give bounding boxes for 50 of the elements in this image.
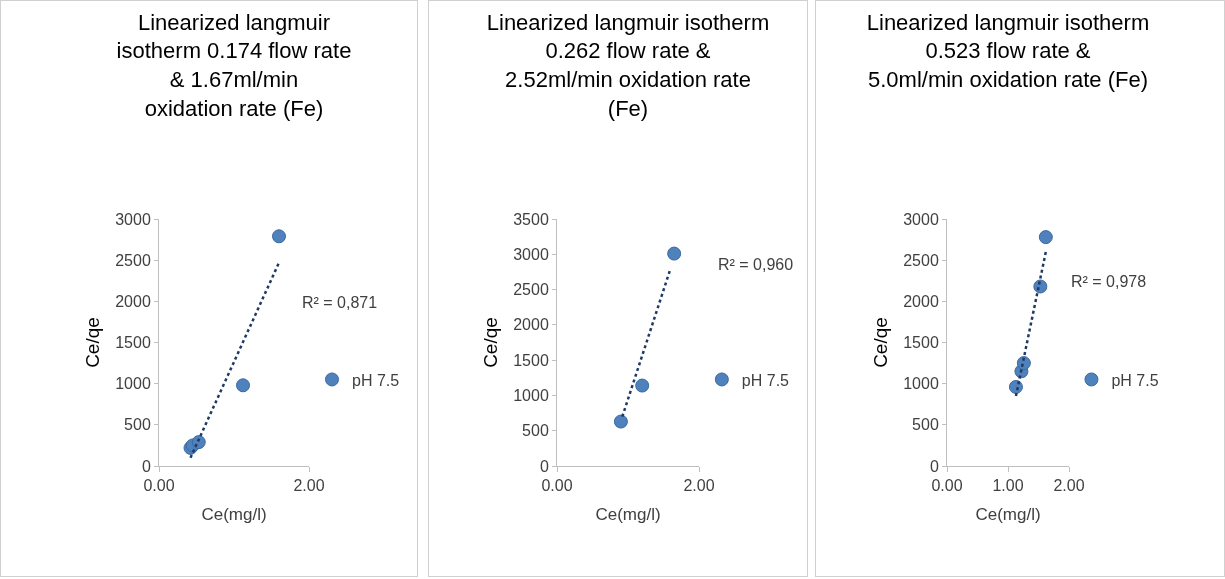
- y-tick-label: 1000: [115, 375, 151, 393]
- chart-title: Linearized langmuir isotherm 0.523 flow rate & 5.0ml/min oxidation rate (Fe): [866, 9, 1150, 92]
- point: [236, 378, 250, 393]
- x-axis-title: Ce(mg/l): [595, 504, 661, 524]
- y-tick-label: 0: [929, 457, 939, 475]
- y-tick-label: 3000: [513, 245, 549, 263]
- y-tick-label: 2000: [115, 292, 151, 310]
- y-axis-title: Ce/qe: [870, 317, 892, 368]
- x-tick-label: 0.00: [143, 477, 175, 495]
- y-tick-label: 500: [124, 416, 151, 434]
- y-tick-label: 1000: [513, 387, 549, 405]
- annotation: R² = 0,871: [302, 294, 378, 311]
- y-tick-label: 500: [912, 416, 939, 434]
- y-tick-label: 2500: [513, 281, 549, 299]
- y-tick-label: 500: [522, 422, 549, 440]
- point: [613, 414, 628, 429]
- chart-title: Linearized langmuir isotherm 0.262 flow rate & 2.52ml/min oxidation rate (Fe): [486, 9, 770, 121]
- y-axis-title: Ce/qe: [82, 317, 104, 368]
- y-tick-label: 2000: [903, 292, 939, 310]
- y-tick-label: 3500: [513, 210, 549, 228]
- y-tick-label: 2500: [903, 251, 939, 269]
- y-tick-label: 2500: [115, 251, 151, 269]
- y-axis-title: Ce/qe: [480, 317, 502, 368]
- x-tick-label: 2.00: [683, 477, 715, 495]
- y-tick-label: 3000: [115, 210, 151, 228]
- chart-title: Linearized langmuir isotherm 0.174 flow rate & 1.67ml/min oxidation rate (Fe): [116, 9, 352, 121]
- point: [272, 229, 286, 244]
- x-axis-title: Ce(mg/l): [201, 504, 267, 524]
- x-axis-title: Ce(mg/l): [975, 504, 1041, 524]
- y-tick-label: 1500: [115, 334, 151, 352]
- y-tick-label: 0: [141, 457, 151, 475]
- legend-label: pH 7.5: [1111, 371, 1159, 389]
- point: [1038, 230, 1053, 245]
- x-tick-label: 1.00: [992, 477, 1024, 495]
- x-tick-label: 2.00: [1053, 477, 1085, 495]
- y-tick-label: 3000: [903, 210, 939, 228]
- y-tick-label: 1500: [513, 351, 549, 369]
- point: [667, 246, 682, 261]
- y-tick-label: 0: [539, 457, 549, 475]
- legend-label: pH 7.5: [352, 371, 400, 389]
- x-tick-label: 0.00: [931, 477, 963, 495]
- y-tick-label: 1000: [903, 375, 939, 393]
- text: R² = 0,978: [1071, 273, 1147, 290]
- y-tick-label: 2000: [513, 316, 549, 334]
- y-tick-label: 1500: [903, 334, 939, 352]
- x-tick-label: 0.00: [541, 477, 573, 495]
- point: [635, 378, 650, 393]
- x-tick-label: 2.00: [293, 477, 325, 495]
- legend-label: pH 7.5: [741, 371, 790, 389]
- text: R² = 0,960: [718, 256, 794, 273]
